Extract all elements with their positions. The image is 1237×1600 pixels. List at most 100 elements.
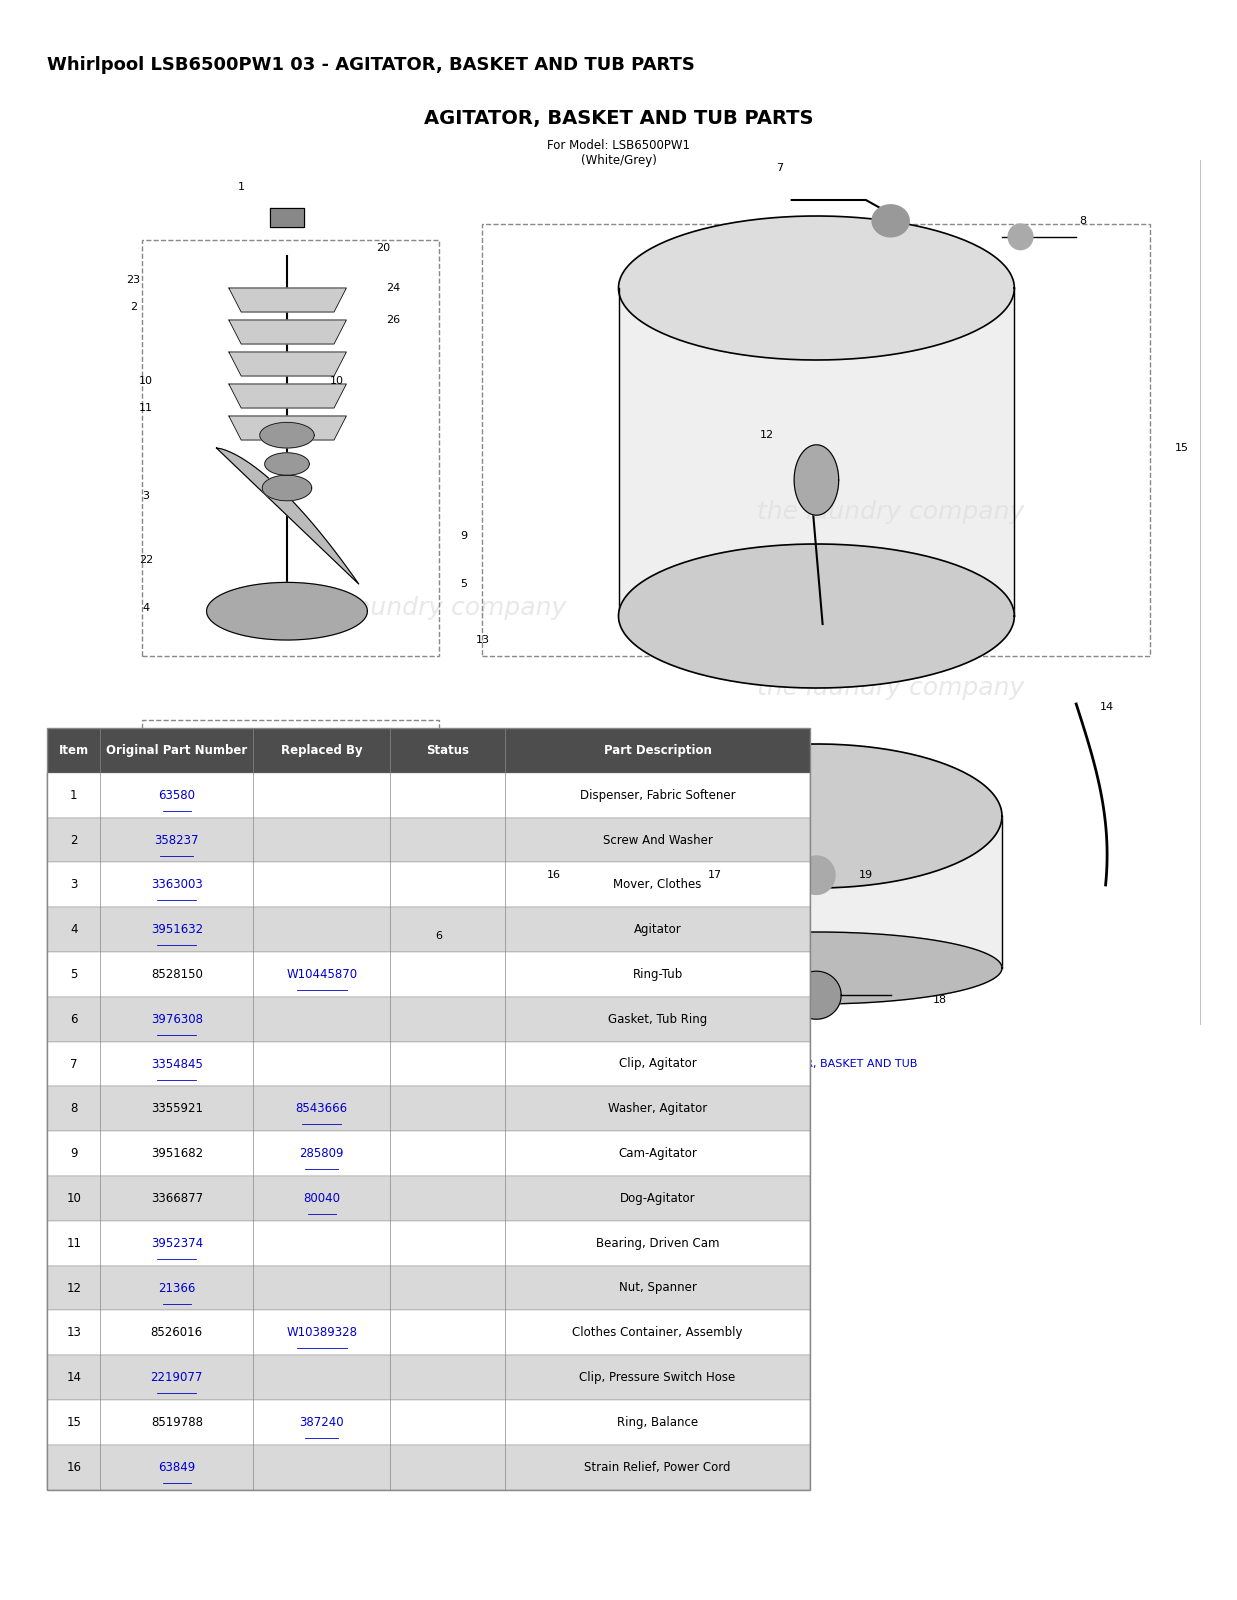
Text: 6: 6 [435, 931, 443, 941]
Polygon shape [260, 422, 314, 448]
Polygon shape [270, 208, 304, 227]
Text: 3976308: 3976308 [151, 1013, 203, 1026]
Text: 14: 14 [1100, 702, 1115, 712]
Text: Dispenser, Fabric Softener: Dispenser, Fabric Softener [580, 789, 736, 802]
Text: 12: 12 [760, 430, 774, 440]
FancyBboxPatch shape [47, 773, 810, 818]
Polygon shape [1008, 224, 1033, 250]
Text: 18: 18 [933, 995, 948, 1005]
Text: Replaced By: Replaced By [281, 744, 362, 757]
Text: 1: 1 [71, 789, 78, 802]
Text: 3366877: 3366877 [151, 1192, 203, 1205]
Text: 26: 26 [386, 315, 401, 325]
Polygon shape [229, 352, 346, 376]
Text: 358237: 358237 [155, 834, 199, 846]
FancyBboxPatch shape [47, 907, 810, 952]
Text: 2: 2 [71, 834, 78, 846]
Text: 5: 5 [602, 1029, 610, 1038]
Text: Part Description: Part Description [604, 744, 711, 757]
FancyBboxPatch shape [47, 1400, 810, 1445]
Text: 8180560: 8180560 [235, 1029, 285, 1038]
Text: 8528150: 8528150 [151, 968, 203, 981]
Text: 5: 5 [460, 579, 468, 589]
Text: 2219077: 2219077 [151, 1371, 203, 1384]
Text: 3952374: 3952374 [151, 1237, 203, 1250]
Polygon shape [618, 544, 1014, 688]
Polygon shape [165, 899, 424, 957]
Text: 15: 15 [1174, 443, 1189, 453]
Text: Clip, Agitator: Clip, Agitator [618, 1058, 696, 1070]
Text: the laundry company: the laundry company [757, 499, 1024, 525]
Text: 3363003: 3363003 [151, 878, 203, 891]
Text: 24: 24 [386, 283, 401, 293]
Text: 3: 3 [71, 878, 78, 891]
Text: 8526016: 8526016 [151, 1326, 203, 1339]
Text: Item: Item [58, 744, 89, 757]
Polygon shape [618, 216, 1014, 360]
Polygon shape [631, 816, 1002, 968]
Text: 3354845: 3354845 [151, 1058, 203, 1070]
FancyBboxPatch shape [37, 96, 1200, 1032]
Text: 10: 10 [139, 376, 153, 386]
Text: 7: 7 [776, 163, 783, 173]
Text: Clothes Container, Assembly: Clothes Container, Assembly [573, 1326, 743, 1339]
Text: AGITATOR, BASKET AND TUB PARTS: AGITATOR, BASKET AND TUB PARTS [424, 109, 813, 128]
Text: Status: Status [427, 744, 469, 757]
Text: Strain Relief, Power Cord: Strain Relief, Power Cord [584, 1461, 731, 1474]
Text: Click on the part number to view part: Click on the part number to view part [507, 1112, 730, 1125]
Text: 16: 16 [547, 870, 562, 880]
Polygon shape [792, 971, 841, 1019]
Text: 8: 8 [1079, 216, 1086, 226]
Text: 3951632: 3951632 [151, 923, 203, 936]
Text: Screw And Washer: Screw And Washer [602, 834, 713, 846]
Text: Washer, Agitator: Washer, Agitator [607, 1102, 708, 1115]
Polygon shape [794, 445, 839, 515]
FancyBboxPatch shape [47, 997, 810, 1042]
Text: 4: 4 [142, 603, 150, 613]
Text: 63849: 63849 [158, 1461, 195, 1474]
Polygon shape [265, 453, 309, 475]
Polygon shape [207, 582, 367, 640]
Text: For Model: LSB6500PW1
(White/Grey): For Model: LSB6500PW1 (White/Grey) [547, 139, 690, 168]
FancyBboxPatch shape [47, 952, 810, 997]
Text: Ring, Balance: Ring, Balance [617, 1416, 698, 1429]
Polygon shape [229, 384, 346, 408]
FancyBboxPatch shape [37, 160, 1200, 1024]
Text: the laundry company: the laundry company [757, 677, 1024, 701]
Polygon shape [229, 288, 346, 312]
FancyBboxPatch shape [47, 818, 810, 862]
Text: 387240: 387240 [299, 1416, 344, 1429]
FancyBboxPatch shape [47, 1266, 810, 1310]
Text: 285809: 285809 [299, 1147, 344, 1160]
Text: 11: 11 [139, 403, 153, 413]
Text: Bearing, Driven Cam: Bearing, Driven Cam [596, 1237, 720, 1250]
Text: 19: 19 [858, 870, 873, 880]
FancyBboxPatch shape [47, 1221, 810, 1266]
Polygon shape [631, 744, 1002, 888]
Text: 3951682: 3951682 [151, 1147, 203, 1160]
Text: 15: 15 [67, 1416, 82, 1429]
Text: 80040: 80040 [303, 1192, 340, 1205]
Text: the laundry company: the laundry company [299, 595, 567, 619]
Text: Gasket, Tub Ring: Gasket, Tub Ring [607, 1013, 708, 1026]
Text: 21366: 21366 [158, 1282, 195, 1294]
Text: W10389328: W10389328 [286, 1326, 357, 1339]
Text: 14: 14 [67, 1371, 82, 1384]
FancyBboxPatch shape [47, 1042, 810, 1086]
Text: 16: 16 [67, 1461, 82, 1474]
Text: 9: 9 [71, 1147, 78, 1160]
Polygon shape [262, 475, 312, 501]
Text: 1: 1 [238, 182, 245, 192]
Text: 17: 17 [708, 870, 722, 880]
Text: 3355921: 3355921 [151, 1102, 203, 1115]
Text: Ring-Tub: Ring-Tub [632, 968, 683, 981]
Text: 8519788: 8519788 [151, 1416, 203, 1429]
Text: W10445870: W10445870 [286, 968, 357, 981]
Text: 22: 22 [139, 555, 153, 565]
FancyBboxPatch shape [47, 1355, 810, 1400]
Text: 9: 9 [460, 531, 468, 541]
Text: 63580: 63580 [158, 789, 195, 802]
FancyBboxPatch shape [47, 728, 810, 773]
FancyBboxPatch shape [47, 1131, 810, 1176]
Text: 11: 11 [67, 1237, 82, 1250]
